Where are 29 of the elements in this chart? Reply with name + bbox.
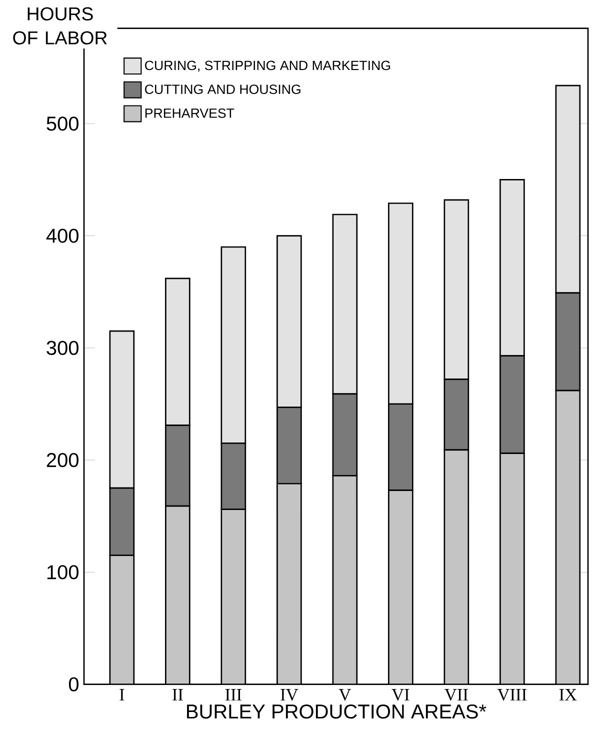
y-tick-label: 300 bbox=[46, 340, 78, 355]
bar bbox=[555, 390, 581, 684]
bar bbox=[109, 554, 135, 684]
bar bbox=[388, 490, 414, 684]
y-tick-label: 400 bbox=[46, 228, 78, 243]
x-tick-label: V bbox=[338, 689, 351, 701]
legend-label: CUTTING AND HOUSING bbox=[145, 84, 300, 94]
x-tick-label: VIII bbox=[497, 689, 526, 701]
y-tick-label: 0 bbox=[68, 677, 78, 692]
bar bbox=[332, 475, 358, 684]
bar bbox=[165, 505, 190, 684]
bar bbox=[276, 482, 302, 684]
legend-label: CURING, STRIPPING AND MARKETING bbox=[145, 60, 390, 72]
bar bbox=[444, 449, 470, 684]
legend-label: PREHARVEST bbox=[145, 108, 234, 118]
y-axis-title: HOURS OF LABOR bbox=[13, 7, 107, 44]
x-tick-label: I bbox=[120, 689, 124, 700]
x-tick-label: VI bbox=[392, 689, 410, 701]
x-tick-label: IX bbox=[559, 689, 577, 700]
x-tick-label: IV bbox=[280, 689, 298, 701]
y-tick-label: 200 bbox=[46, 452, 78, 468]
y-tick-label: 500 bbox=[46, 116, 78, 131]
bar bbox=[500, 452, 525, 684]
y-tick-label: 100 bbox=[47, 565, 78, 580]
bar bbox=[220, 508, 246, 684]
x-tick-label: VII bbox=[444, 689, 468, 701]
x-axis-title: BURLEY PRODUCTION AREAS* bbox=[187, 704, 486, 719]
x-tick-label: II bbox=[172, 689, 183, 700]
x-tick-label: III bbox=[225, 689, 242, 700]
